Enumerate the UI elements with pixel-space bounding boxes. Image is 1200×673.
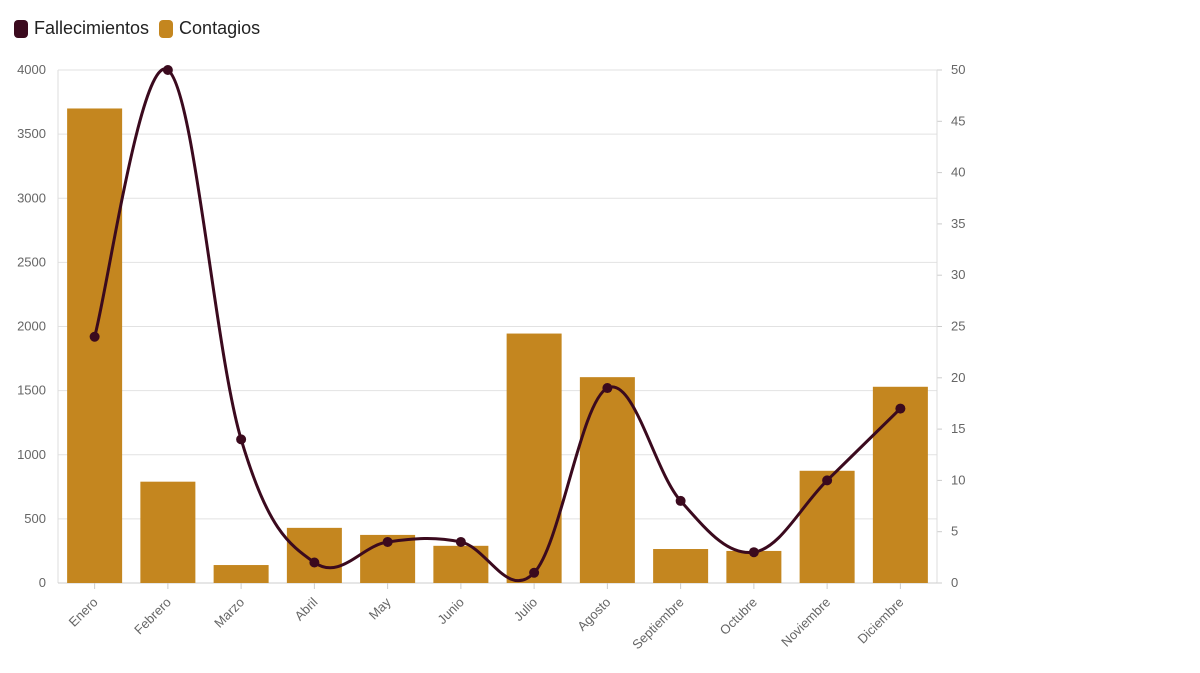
y-right-tick-label: 20 [951, 370, 965, 385]
legend-label-contagios: Contagios [179, 18, 261, 38]
y-left-tick-label: 2500 [17, 254, 46, 269]
x-tick-label: Agosto [574, 595, 613, 634]
x-tick-label: Enero [66, 595, 101, 630]
point-may [382, 536, 393, 547]
legend-item-fallecimientos[interactable]: Fallecimientos [14, 18, 149, 39]
bar-agosto [579, 377, 635, 583]
bar-enero [67, 108, 123, 583]
legend-swatch-fallecimientos [14, 19, 28, 38]
y-left-tick-label: 1500 [17, 383, 46, 398]
point-septiembre [675, 495, 686, 506]
y-left-tick-label: 0 [39, 575, 46, 590]
y-left-tick-label: 2000 [17, 319, 46, 334]
bar-noviembre [799, 470, 855, 583]
x-tick-label: Marzo [211, 595, 247, 631]
x-tick-label: May [366, 594, 394, 622]
point-noviembre [822, 475, 833, 486]
line-fallecimientos [93, 67, 902, 582]
y-left-tick-label: 500 [24, 511, 46, 526]
legend-item-contagios[interactable]: Contagios [159, 18, 260, 39]
bar-febrero [140, 481, 196, 583]
y-right-tick-label: 50 [951, 62, 965, 77]
point-enero [89, 331, 100, 342]
x-tick-label: Septiembre [629, 595, 687, 653]
y-right-tick-label: 40 [951, 165, 965, 180]
y-right-tick-label: 5 [951, 524, 958, 539]
y-right-tick-label: 30 [951, 267, 965, 282]
bar-abril [286, 527, 342, 583]
point-agosto [602, 383, 613, 394]
chart-legend: Fallecimientos Contagios [14, 18, 260, 39]
x-tick-label: Julio [511, 595, 541, 625]
y-right-tick-label: 45 [951, 113, 965, 128]
legend-label-fallecimientos: Fallecimientos [34, 18, 150, 38]
y-right-tick-label: 10 [951, 472, 965, 487]
point-febrero [162, 65, 173, 75]
bar-septiembre [653, 549, 709, 583]
y-right-tick-label: 35 [951, 216, 965, 231]
x-tick-label: Octubre [717, 595, 760, 638]
point-abril [309, 557, 320, 568]
x-tick-label: Noviembre [778, 595, 833, 650]
point-marzo [236, 434, 247, 445]
legend-swatch-contagios [159, 19, 174, 38]
y-right-tick-label: 0 [951, 575, 958, 590]
y-left-tick-label: 3500 [17, 126, 46, 141]
y-right-tick-label: 15 [951, 421, 965, 436]
point-julio [529, 567, 540, 578]
x-tick-label: Abril [291, 594, 320, 623]
x-tick-label: Diciembre [855, 595, 907, 647]
y-right-tick-label: 25 [951, 319, 965, 334]
bar-julio [506, 333, 562, 583]
y-left-tick-label: 3000 [17, 190, 46, 205]
bar-diciembre [872, 386, 928, 583]
point-junio [455, 536, 466, 547]
bar-junio [433, 545, 489, 583]
y-left-tick-label: 4000 [17, 62, 46, 77]
point-diciembre [895, 403, 906, 414]
y-left-tick-label: 1000 [17, 447, 46, 462]
x-tick-label: Febrero [131, 595, 174, 638]
point-octubre [748, 547, 759, 558]
bar-marzo [213, 565, 269, 583]
x-tick-label: Junio [434, 595, 467, 628]
